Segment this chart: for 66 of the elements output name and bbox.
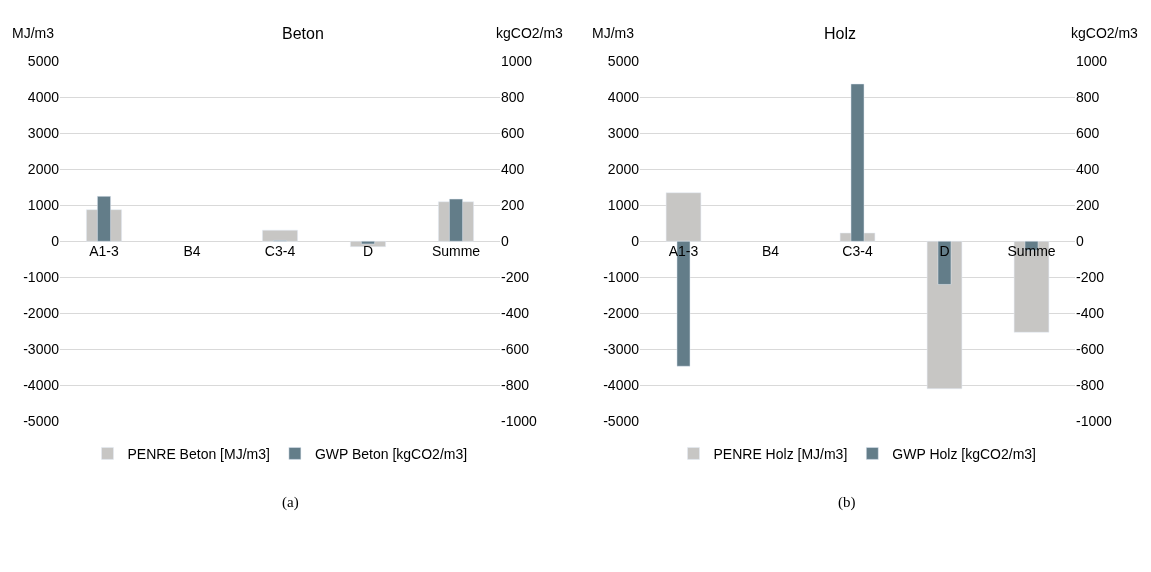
y-tick-label: 1000 (607, 197, 640, 214)
y2-tick-label: -1000 (501, 413, 538, 430)
legend-label: GWP Beton [kgCO2/m3] (314, 445, 468, 462)
y-tick-label: 0 (51, 233, 60, 250)
y-tick-label: 1000 (27, 197, 60, 214)
y-tick-label: -5000 (603, 413, 640, 430)
text: (b) (838, 494, 856, 511)
y2-tick-label: -800 (501, 377, 530, 394)
legend-label: PENRE Beton [MJ/m3] (127, 445, 270, 462)
y-axis-title: MJ/m3 (12, 25, 55, 41)
bar (262, 229, 298, 242)
y-tick-label: 5000 (27, 53, 60, 70)
y-tick-label: -4000 (23, 377, 60, 394)
x-tick-label: Summe (431, 243, 481, 260)
y2-tick-label: 600 (1076, 125, 1100, 142)
y2-tick-label: 200 (501, 197, 525, 214)
y2-tick-label: 0 (1076, 233, 1084, 250)
y-tick-label: 5000 (607, 53, 640, 70)
text: (a) (282, 494, 299, 511)
y2-tick-label: -1000 (1076, 413, 1113, 430)
y2-tick-label: 600 (501, 125, 525, 142)
x-tick-label: Summe (1007, 243, 1056, 260)
chart-title: Beton (282, 25, 324, 42)
y2-axis-title: kgCO2/m3 (1071, 25, 1139, 41)
x-tick-label: B4 (761, 243, 780, 260)
legend-label: PENRE Holz [MJ/m3] (713, 445, 848, 462)
y-tick-label: 3000 (607, 125, 640, 142)
y-tick-label: 0 (631, 233, 640, 250)
y2-tick-label: -400 (501, 305, 530, 322)
x-tick-label: D (362, 243, 374, 260)
y-tick-label: -5000 (23, 413, 60, 430)
y-tick-label: 3000 (27, 125, 60, 142)
y-tick-label: -3000 (23, 341, 60, 358)
y2-tick-label: 800 (1076, 89, 1100, 106)
chart-title: Holz (824, 25, 857, 42)
y2-tick-label: 800 (501, 89, 525, 106)
y-tick-label: 2000 (607, 161, 640, 178)
legend-label: GWP Holz [kgCO2/m3] (892, 445, 1036, 462)
y2-axis-title: kgCO2/m3 (496, 25, 564, 41)
y2-tick-label: -800 (1076, 377, 1105, 394)
y2-tick-label: -600 (501, 341, 530, 358)
y-axis-title: MJ/m3 (592, 25, 635, 41)
x-tick-label: C3-4 (842, 243, 873, 260)
x-tick-label: B4 (183, 243, 201, 260)
y2-tick-label: 400 (501, 161, 525, 178)
y-tick-label: -3000 (603, 341, 640, 358)
y-tick-label: 4000 (607, 89, 640, 106)
y-tick-label: 4000 (27, 89, 60, 106)
x-tick-label: D (939, 243, 950, 260)
y2-tick-label: 1000 (501, 53, 533, 70)
x-tick-label: A1-3 (89, 243, 119, 260)
y2-tick-label: -200 (501, 269, 530, 286)
y2-tick-label: -200 (1076, 269, 1105, 286)
y-tick-label: -2000 (23, 305, 60, 322)
y-tick-label: -4000 (603, 377, 640, 394)
y2-tick-label: 1000 (1076, 53, 1108, 70)
x-tick-label: C3-4 (264, 243, 296, 260)
y2-tick-label: -600 (1076, 341, 1105, 358)
y2-tick-label: -400 (1076, 305, 1105, 322)
y-tick-label: -2000 (603, 305, 640, 322)
y2-tick-label: 200 (1076, 197, 1100, 214)
y-tick-label: -1000 (23, 269, 60, 286)
y-tick-label: -1000 (603, 269, 640, 286)
y2-tick-label: 400 (1076, 161, 1100, 178)
y2-tick-label: 0 (501, 233, 509, 250)
y-tick-label: 2000 (27, 161, 60, 178)
